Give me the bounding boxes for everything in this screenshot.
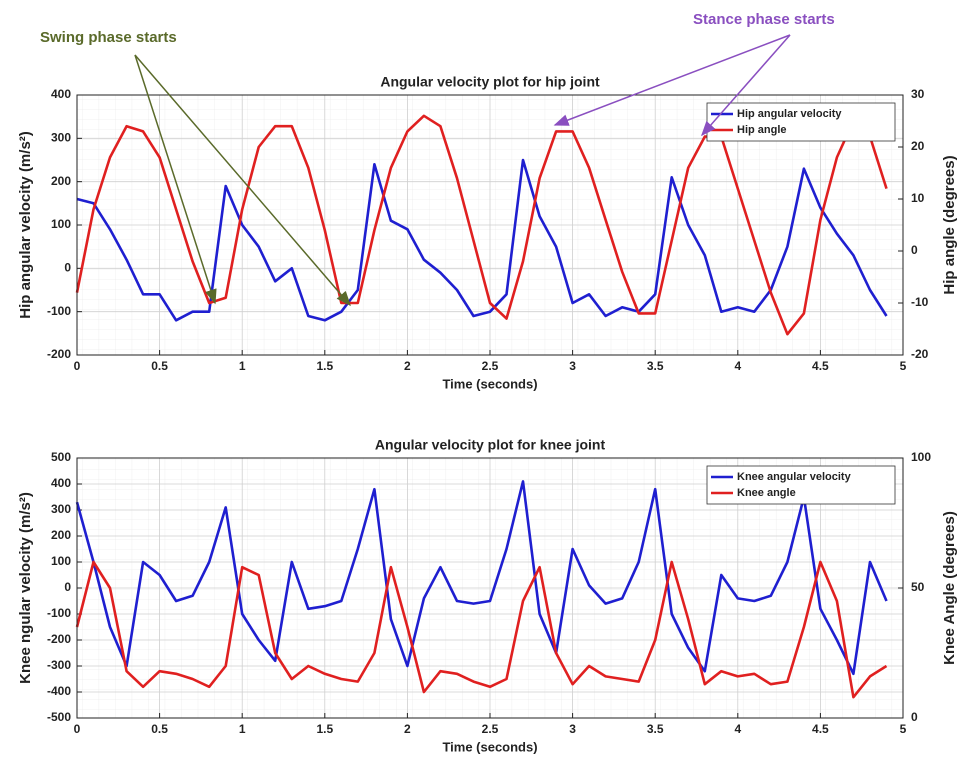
- y2-axis-label: Knee Angle (degrees): [941, 511, 958, 665]
- y-axis-label: Hip angular velocity (m/s²): [17, 131, 34, 319]
- annotation: Swing phase starts: [40, 29, 177, 46]
- annotation: Stance phase starts: [693, 11, 835, 28]
- x-tick-label: 3: [569, 722, 576, 736]
- y2-tick-label: 30: [911, 87, 925, 101]
- y-tick-label: -400: [47, 684, 71, 698]
- chart-title: Angular velocity plot for hip joint: [380, 74, 600, 90]
- x-tick-label: 2: [404, 359, 411, 373]
- y2-tick-label: 0: [911, 243, 918, 257]
- y-tick-label: -100: [47, 606, 71, 620]
- x-tick-label: 4: [734, 722, 741, 736]
- x-tick-label: 1: [239, 359, 246, 373]
- y2-tick-label: -20: [911, 347, 929, 361]
- annotation-arrows: [134, 34, 791, 307]
- y2-tick-label: -10: [911, 295, 929, 309]
- y-tick-label: 0: [64, 261, 71, 275]
- x-tick-label: 3.5: [647, 722, 664, 736]
- legend-label: Hip angular velocity: [737, 108, 842, 120]
- x-tick-label: 4: [734, 359, 741, 373]
- y2-tick-label: 0: [911, 710, 918, 724]
- y-tick-label: 200: [51, 174, 71, 188]
- x-tick-label: 1.5: [316, 722, 333, 736]
- axes-frame: [76, 94, 904, 356]
- axes-frame: [76, 457, 904, 719]
- x-axis-label: Time (seconds): [442, 739, 537, 754]
- y-tick-label: 200: [51, 528, 71, 542]
- legend-box: [706, 465, 896, 505]
- chart-title: Angular velocity plot for knee joint: [375, 437, 606, 453]
- y2-tick-label: 50: [911, 580, 925, 594]
- x-tick-label: 2: [404, 722, 411, 736]
- y2-tick-label: 10: [911, 191, 925, 205]
- x-tick-label: 1.5: [316, 359, 333, 373]
- x-tick-label: 3.5: [647, 359, 664, 373]
- arrow: [134, 54, 217, 305]
- y-tick-label: 100: [51, 217, 71, 231]
- y-tick-label: 300: [51, 502, 71, 516]
- y-tick-label: -300: [47, 658, 71, 672]
- x-tick-label: 2.5: [482, 359, 499, 373]
- x-tick-label: 0: [74, 359, 81, 373]
- x-tick-label: 2.5: [482, 722, 499, 736]
- x-tick-label: 5: [900, 722, 907, 736]
- arrow: [701, 34, 791, 137]
- x-tick-label: 5: [900, 359, 907, 373]
- y-tick-label: 100: [51, 554, 71, 568]
- arrow: [134, 54, 351, 307]
- y-tick-label: 400: [51, 87, 71, 101]
- legend-label: Knee angle: [737, 487, 796, 499]
- arrow: [553, 34, 791, 126]
- x-tick-label: 0: [74, 722, 81, 736]
- y-tick-label: 0: [64, 580, 71, 594]
- y-tick-label: -500: [47, 710, 71, 724]
- y-tick-label: -200: [47, 347, 71, 361]
- y-axis-label: Knee ngular velocity (m/s²): [17, 492, 34, 684]
- y-tick-label: 300: [51, 131, 71, 145]
- x-axis-label: Time (seconds): [442, 376, 537, 391]
- y-tick-label: 400: [51, 476, 71, 490]
- x-tick-label: 3: [569, 359, 576, 373]
- legend-label: Knee angular velocity: [737, 471, 852, 483]
- y2-tick-label: 20: [911, 139, 925, 153]
- legend-box: [706, 102, 896, 142]
- data-line: [75, 480, 888, 676]
- x-tick-label: 4.5: [812, 359, 829, 373]
- x-tick-label: 0.5: [151, 359, 168, 373]
- y-tick-label: 500: [51, 450, 71, 464]
- x-tick-label: 0.5: [151, 722, 168, 736]
- y2-tick-label: 100: [911, 450, 931, 464]
- x-tick-label: 1: [239, 722, 246, 736]
- y-tick-label: -200: [47, 632, 71, 646]
- legend-label: Hip angle: [737, 124, 787, 136]
- y2-axis-label: Hip angle (degrees): [941, 155, 958, 294]
- data-line: [75, 560, 888, 699]
- y-tick-label: -100: [47, 304, 71, 318]
- x-tick-label: 4.5: [812, 722, 829, 736]
